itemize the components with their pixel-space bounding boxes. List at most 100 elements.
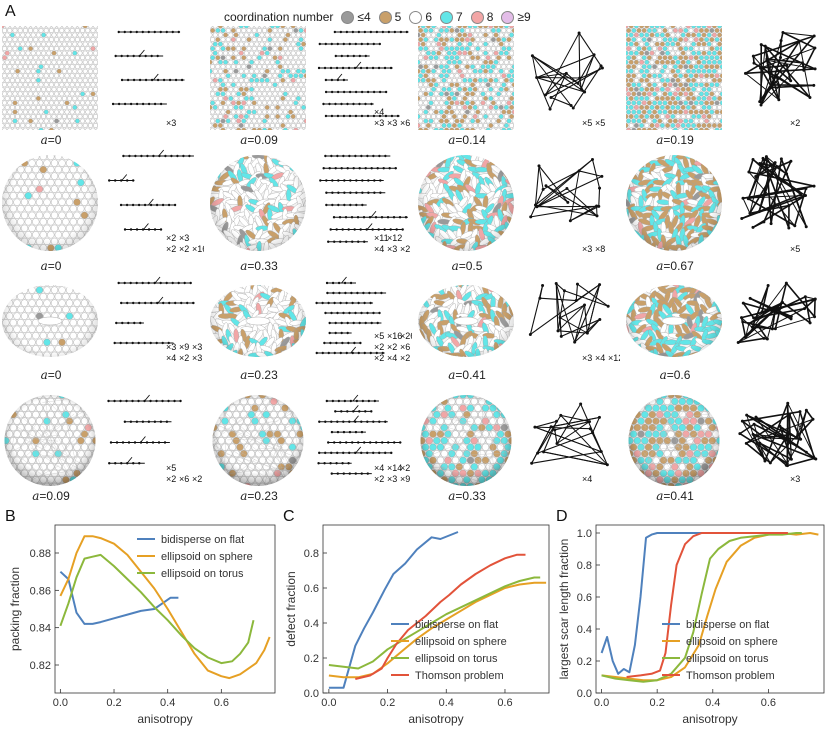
scar-network-panel: ×2 [728, 24, 828, 137]
x-tick-label: 0.2 [650, 697, 665, 709]
multiplicity-label: ×26 [400, 331, 412, 341]
x-tick-label: 0.6 [497, 697, 512, 709]
multiplicity-label: ×2 [400, 463, 410, 473]
legend-item-ge9: ≥9 [501, 10, 531, 24]
scar-network: ×4 ×3 ×2 ×11×12 [319, 154, 410, 254]
x-tick-label: 0.2 [106, 697, 121, 709]
x-tick-label: 0.4 [439, 697, 454, 709]
legend-dot-icon [501, 10, 515, 24]
series-line-bidisperse-on-flat [328, 531, 459, 689]
anisotropy-caption: a=0.33 [448, 489, 486, 503]
multiplicity-label: ×3 [582, 353, 592, 363]
multiplicity-label: ×6 [400, 342, 410, 352]
scar-network: ×2×4×2×2×2×6×5×16×26 [315, 276, 415, 363]
scar-network-panel: ×2×4×2×2×2×6×5×16×26 [312, 275, 415, 372]
multiplicity-label: ×4 [374, 463, 384, 473]
x-tick-label: 0.6 [214, 697, 229, 709]
y-tick-label: 0.0 [577, 688, 592, 700]
panel-b-letter: B [5, 508, 16, 525]
multiplicity-label: ×5 [790, 244, 800, 254]
scar-network-panel: ×5 [728, 148, 828, 263]
legend-label: ellipsoid on torus [415, 653, 498, 665]
legend-label: ellipsoid on sphere [415, 636, 507, 648]
scar-network-panel: ×4 ×2 ×3 ×3 ×9 ×3 [104, 275, 204, 372]
series-line-ellipsoid-on-sphere [59, 535, 271, 680]
multiplicity-label: ×3 [192, 353, 202, 363]
packing-scene [624, 275, 724, 372]
multiplicity-label: ×8 [595, 244, 605, 254]
scar-network-panel: ×3 ×8 [520, 148, 620, 263]
packing-scene [416, 275, 516, 372]
anisotropy-caption: a=0.09 [240, 133, 278, 147]
anisotropy-caption: a=0.19 [656, 133, 694, 147]
scar-network: ×2 ×6 ×2×5 [107, 394, 202, 484]
coordination-legend: coordination number ≤4 5 6 7 8 ≥9 [224, 10, 539, 24]
anisotropy-caption: a=0 [40, 368, 62, 382]
chart-c-defect-fraction: 0.0 0.2 0.4 0.6 0.0 0.2 0.4 0.6 0.8 anisotropy def… [284, 524, 550, 726]
chart-b-packing-fraction: 0.0 0.2 0.4 0.6 0.82 0.84 0.86 0.88 anisotropy pa… [8, 524, 276, 726]
scar-network-panel: ×3 ×3 ×6 ×4 [312, 24, 412, 137]
multiplicity-label: ×2 [400, 353, 410, 363]
anisotropy-caption: a=0.41 [656, 489, 694, 503]
multiplicity-label: ×16 [192, 244, 204, 254]
series-line-ellipsoid-on-torus [601, 532, 802, 683]
multiplicity-label: ×5 [166, 463, 176, 473]
scar-network: ×3 [111, 30, 185, 128]
packing-image-sphere [2, 155, 98, 251]
packing-scene [208, 393, 308, 493]
multiplicity-label: ×2 [400, 244, 410, 254]
series-line-ellipsoid-on-torus [59, 553, 255, 665]
legend-item-8: 8 [470, 10, 493, 24]
multiplicity-label: ×14 [387, 463, 402, 473]
packing-scene [0, 393, 100, 493]
panel-a-letter: A [5, 3, 16, 20]
multiplicity-label: ×11 [374, 233, 389, 243]
legend-label: bidisperse on flat [686, 619, 769, 631]
scar-network: ×2 ×3 ×9 ×4 ×14×2 [317, 394, 410, 484]
series-line-thomson-problem [355, 553, 526, 680]
scar-network: ×4 ×2 ×3×3 ×9 ×3 [113, 276, 202, 363]
scar-network-panel: ×2×2×16×2×3 [104, 148, 207, 263]
scar-network-panel: ×4 ×3 ×2 ×11 ×12 [312, 148, 412, 263]
legend-label: ellipsoid on torus [161, 568, 244, 580]
legend-label: bidisperse on flat [161, 534, 244, 546]
y-tick-label: 0.8 [577, 560, 592, 572]
chart-d-scar-length: 0.0 0.2 0.4 0.6 0.0 0.2 0.4 0.6 0.8 1.0 anisotropy… [557, 524, 825, 726]
multiplicity-label: ×3 [374, 118, 384, 128]
packing-image-sphere [626, 155, 722, 251]
packing-scene [208, 275, 308, 372]
scar-network: ×4 [530, 402, 609, 484]
multiplicity-label: ×5 [374, 331, 384, 341]
scar-network-panel: ×4 [520, 393, 620, 493]
packing-image-torus [626, 285, 722, 357]
anisotropy-caption: a=0.23 [240, 368, 278, 382]
anisotropy-caption: a=0.09 [32, 489, 70, 503]
legend-dot-icon [409, 10, 423, 24]
panel-d-letter: D [556, 508, 568, 525]
panel-a-grid: ×3 a=0 ×3 ×3 ×6 ×4 a=0.09 ×5 ×5 a=0.14 ×2 a=0.19 ×2 ×… [0, 24, 828, 503]
scar-network: ×3 [738, 401, 818, 484]
legend-item-6: 6 [409, 10, 432, 24]
x-tick-label: 0.0 [53, 697, 68, 709]
anisotropy-caption: a=0.23 [240, 489, 278, 503]
multiplicity-label: ×6 [400, 118, 410, 128]
packing-scene [624, 24, 724, 137]
plot-frame [54, 524, 276, 694]
multiplicity-label: ×3 [166, 118, 176, 128]
plot-frame [322, 524, 550, 694]
multiplicity-label: ×12 [608, 353, 620, 363]
coordination-legend-title: coordination number [224, 10, 334, 24]
multiplicity-label: ×4 [387, 353, 397, 363]
legend-dot-icon [440, 10, 454, 24]
packing-scene [416, 24, 516, 137]
legend-dot-icon [470, 10, 484, 24]
anisotropy-caption: a=0.41 [448, 368, 486, 382]
packing-image-torus [418, 285, 514, 357]
packing-scene [0, 275, 100, 372]
x-tick-label: 0.4 [705, 697, 720, 709]
multiplicity-label: ×12 [387, 233, 402, 243]
multiplicity-label: ×2 [179, 353, 189, 363]
x-tick-label: 0.0 [321, 697, 336, 709]
y-axis-label: packing fraction [8, 567, 22, 651]
x-tick-label: 0.0 [594, 697, 609, 709]
